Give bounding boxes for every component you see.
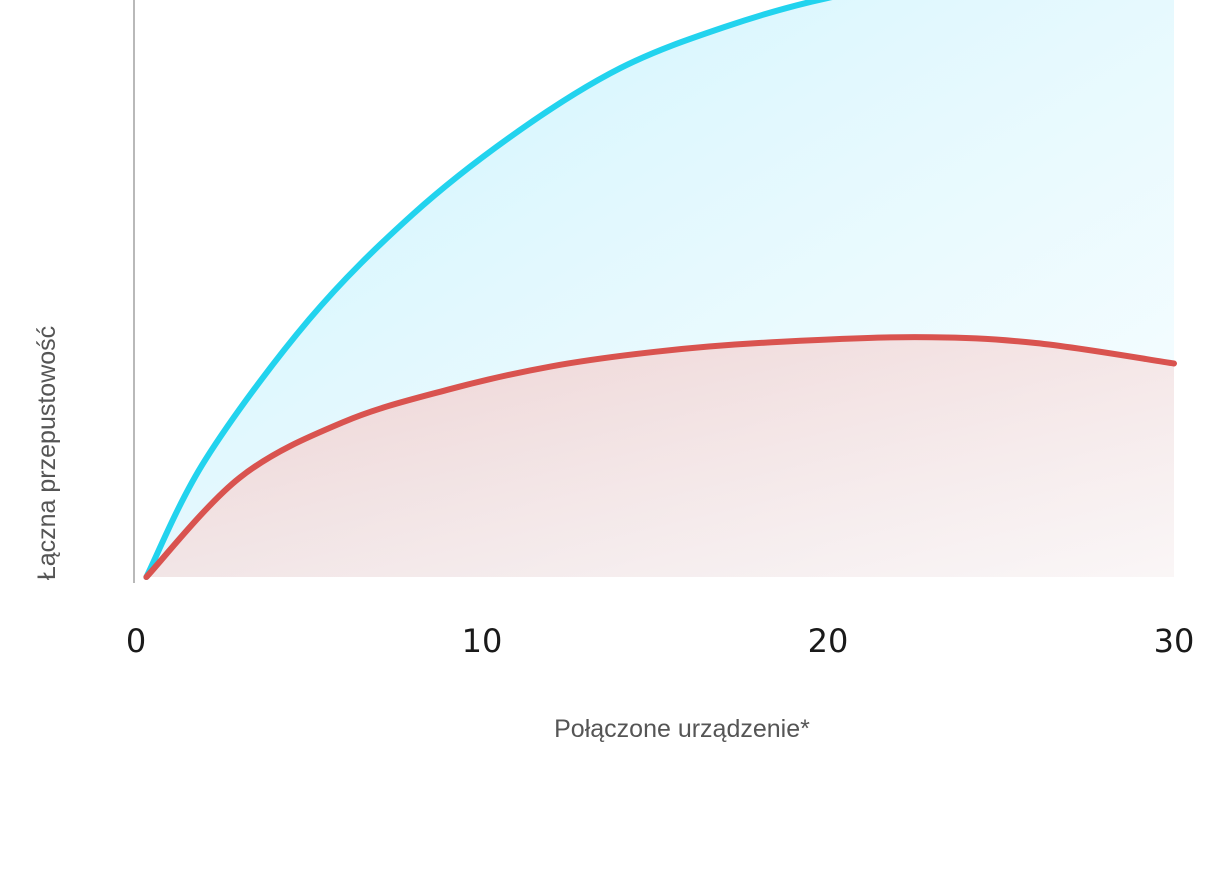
series-2-area bbox=[146, 337, 1174, 577]
x-tick-label: 20 bbox=[808, 622, 849, 660]
x-tick-label: 0 bbox=[126, 622, 146, 660]
x-tick-label: 10 bbox=[462, 622, 503, 660]
x-axis-title: Połączone urządzenie* bbox=[554, 715, 810, 743]
series-2-line bbox=[143, 334, 1177, 580]
series-1-line bbox=[143, 0, 833, 580]
areas bbox=[146, 0, 1174, 577]
x-tick-labels: 0 10 20 30 bbox=[126, 622, 1195, 660]
y-axis-title: Łączna przepustowość bbox=[33, 326, 61, 580]
lines bbox=[143, 0, 1177, 580]
x-tick-label: 30 bbox=[1154, 622, 1195, 660]
